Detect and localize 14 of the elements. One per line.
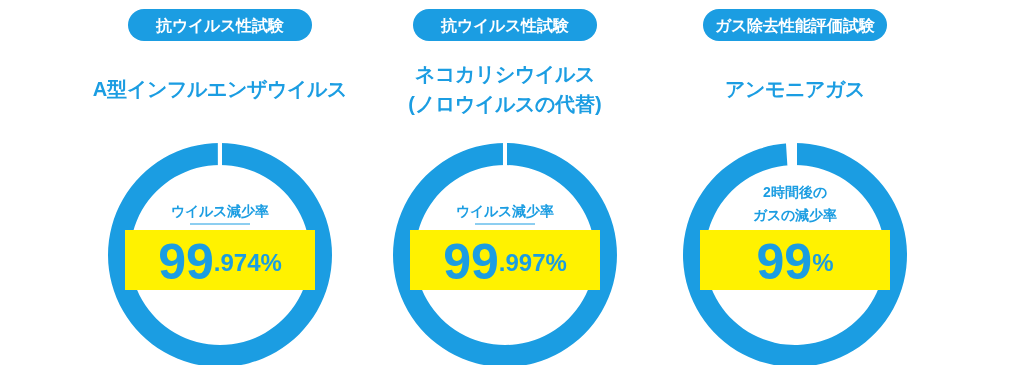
chart-title: 抗ウイルス性試験 [155, 16, 285, 34]
text: ガスの減少率 [753, 207, 837, 223]
donut-slice [785, 141, 797, 168]
data-label: 99% [756, 234, 834, 290]
donut-slice [683, 143, 907, 365]
donut-slice [393, 143, 617, 365]
chart-subtitle: A型インフルエンザウイルス [92, 78, 348, 100]
chart-subtitle: ネコカリシウイルス (ノロウイルスの代替) [408, 63, 602, 115]
text: ウイルス減少率 [456, 203, 554, 219]
chart-subtitle: アンモニアガス [725, 78, 865, 100]
text: ウイルス減少率 [171, 203, 269, 219]
chart-title: 抗ウイルス性試験 [440, 16, 570, 34]
text: 2時間後の [763, 184, 827, 200]
chart-title: ガス除去性能評価試験 [715, 16, 876, 34]
